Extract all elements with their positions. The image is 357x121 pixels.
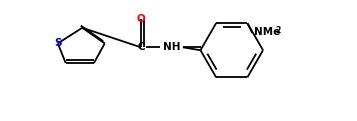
Text: NMe: NMe	[254, 27, 281, 37]
Text: NH: NH	[164, 42, 181, 52]
Text: S: S	[54, 38, 62, 48]
Text: C: C	[137, 42, 145, 52]
Text: 2: 2	[276, 26, 281, 34]
Text: O: O	[136, 14, 145, 24]
